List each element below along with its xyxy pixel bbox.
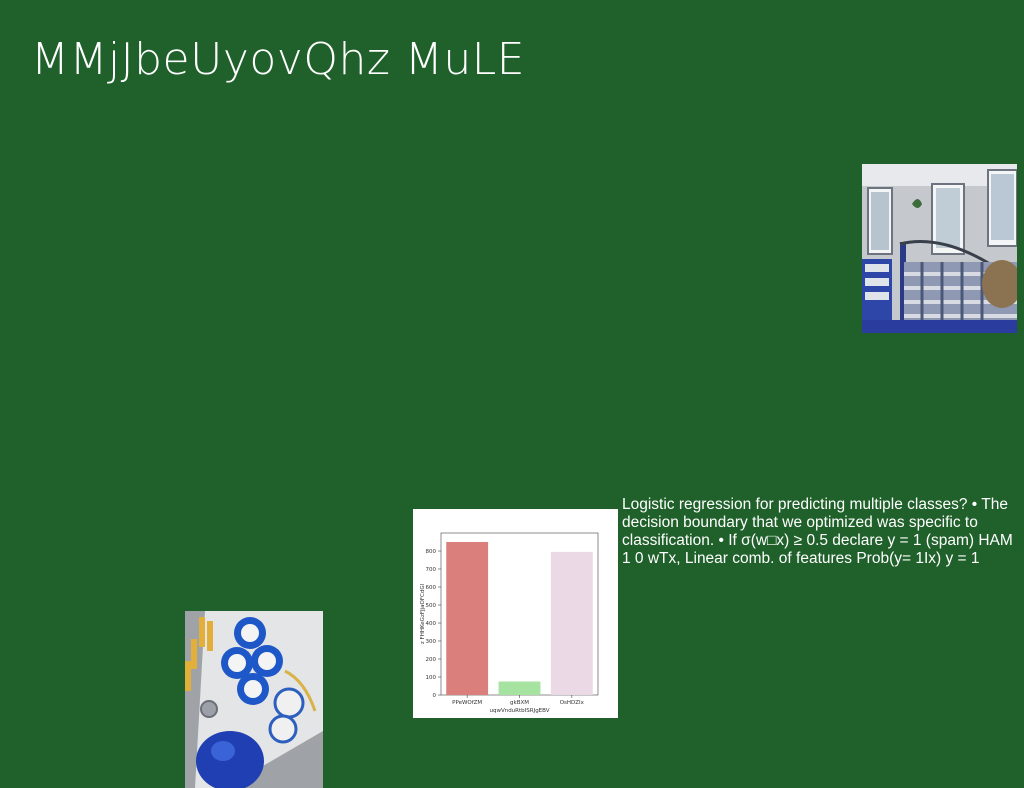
y-tick-label: 300 bbox=[426, 639, 437, 645]
y-tick-label: 200 bbox=[426, 657, 437, 663]
y-tick-label: 100 bbox=[426, 675, 437, 681]
bar bbox=[550, 551, 593, 695]
slide-title: MMjJbeUyovQhz MuLE bbox=[31, 34, 526, 85]
y-axis-label: z FHHKeGzFJjaOFCdGl bbox=[420, 583, 426, 644]
y-tick-label: 0 bbox=[433, 693, 437, 699]
bar bbox=[446, 542, 489, 695]
y-tick-label: 800 bbox=[426, 549, 437, 555]
x-tick-label: gkBXM bbox=[510, 700, 529, 706]
bedroom-photo bbox=[862, 164, 1017, 333]
y-tick-label: 600 bbox=[426, 585, 437, 591]
sweets-photo bbox=[185, 611, 323, 788]
bar-chart-svg: 0 100 200 300 400 500 600 700 800 PPeWOfZM gkBXM Os… bbox=[420, 532, 599, 714]
x-axis-label: uqwVnduRtbISRJgEBV bbox=[489, 708, 549, 714]
y-tick-label: 700 bbox=[426, 567, 437, 573]
y-tick-label: 400 bbox=[426, 621, 437, 627]
body-text: Logistic regression for predicting multi… bbox=[622, 496, 1013, 567]
bar bbox=[498, 681, 541, 695]
y-tick-label: 500 bbox=[426, 603, 437, 609]
x-tick-label: PPeWOfZM bbox=[452, 700, 482, 706]
x-tick-label: OsHDZIx bbox=[560, 700, 585, 706]
bar-chart: 0 100 200 300 400 500 600 700 800 PPeWOfZM gkBXM Os… bbox=[413, 509, 618, 718]
